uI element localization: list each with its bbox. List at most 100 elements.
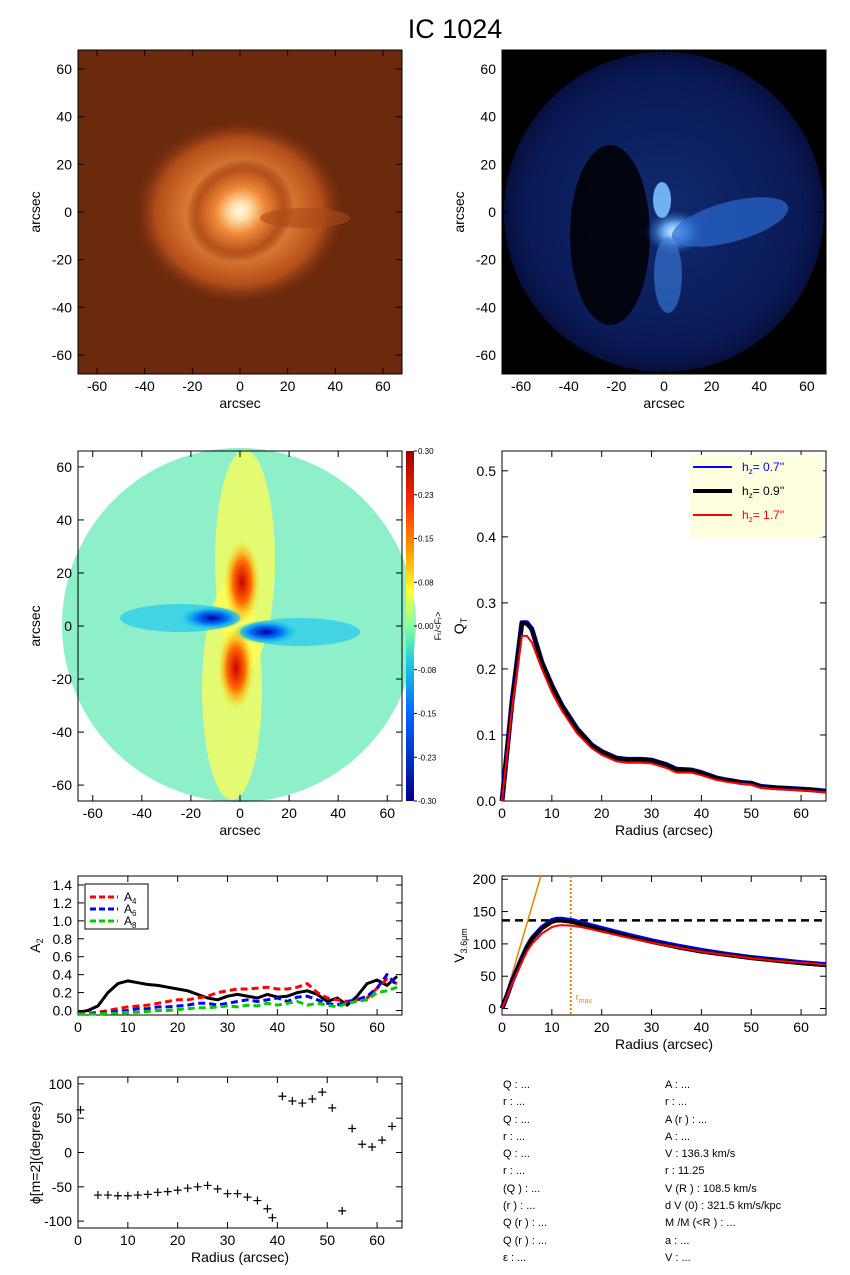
y-axis-subscript: 2 (35, 938, 45, 943)
phase-point (338, 1206, 347, 1215)
y-axis-subscript: T (459, 617, 469, 623)
y-tick-label: -60 (52, 347, 72, 363)
y-tick-label: 20 (56, 565, 72, 581)
y-tick-label: 20 (480, 156, 496, 172)
phase-point (358, 1140, 367, 1149)
x-axis-label: Radius (arcsec) (615, 822, 713, 838)
y-axis-label: arcsec (27, 605, 43, 646)
x-tick-label: 30 (644, 1019, 660, 1035)
x-tick-label: -60 (511, 378, 531, 394)
y-tick-label: 100 (473, 936, 497, 952)
x-tick-label: 0 (236, 378, 244, 394)
colorbar (406, 451, 414, 801)
y-tick-label: 60 (480, 61, 496, 77)
legend-subscript: 4 (132, 897, 137, 906)
qt-series-line (499, 620, 827, 802)
y-tick-label: -60 (476, 347, 496, 363)
qt-plot: 0 10 20 30 40 50 60 0.0 0.1 0.2 0.3 0.4 0.5 Radius (a… (451, 450, 827, 838)
phase-point (253, 1196, 262, 1205)
x-tick-label: 30 (220, 1019, 236, 1035)
info-row: a : ... (665, 1234, 690, 1247)
info-right-column: A : ... r : ... A (r ) : ... A : ... V : 136… (665, 1077, 781, 1267)
x-tick-label: 40 (330, 805, 346, 821)
info-row: Q (r ) : ... (503, 1217, 547, 1230)
y-tick-label: 60 (56, 459, 72, 475)
legend-value: = 0.9'' (753, 484, 785, 498)
info-row: (r ) : ... (503, 1200, 536, 1213)
amplitude-series-line (78, 985, 398, 1016)
y-tick-label: 0 (64, 618, 72, 634)
colorbar-tick-label: 0.23 (418, 491, 434, 500)
phase-point (133, 1191, 142, 1200)
x-tick-label: -60 (83, 805, 103, 821)
axes-frame (501, 875, 827, 1016)
x-tick-label: 40 (694, 805, 710, 821)
y-tick-label: 1.2 (53, 895, 73, 911)
legend-box (690, 455, 823, 537)
y-tick-label: 40 (56, 512, 72, 528)
x-tick-label: 30 (220, 1232, 236, 1248)
rmax-label: rmax (576, 992, 593, 1005)
x-tick-label: 20 (594, 805, 610, 821)
y-tick-label: 100 (49, 1076, 73, 1092)
info-row: r : ... (503, 1130, 525, 1143)
x-tick-label: -40 (132, 805, 152, 821)
legend-value: = 0.7'' (753, 460, 785, 474)
rotation-curve-plot: 0 10 20 30 40 50 60 0 50 100 150 200 Radius (arcsec)… (451, 871, 827, 1052)
heatmap-lobe (234, 620, 298, 644)
heatmap-lobe (218, 626, 254, 710)
x-tick-label: -20 (181, 805, 201, 821)
y-tick-label: 0.4 (53, 967, 73, 983)
y-axis-label: arcsec (451, 191, 467, 232)
y-tick-label: -40 (476, 299, 496, 315)
qt-series-line (500, 620, 827, 802)
amplitude-plot: 0 10 20 30 40 50 600.00.20.40.60.81.01.21.4A2 … (27, 875, 403, 1035)
x-tick-label: 10 (544, 805, 560, 821)
x-tick-label: 20 (280, 378, 296, 394)
legend-label: hz= 1.7'' (742, 508, 784, 524)
phase-point (288, 1097, 297, 1106)
dark-region (570, 145, 650, 325)
info-row: r : ... (503, 1096, 525, 1109)
y-tick-label: 20 (56, 156, 72, 172)
y-tick-label: -60 (52, 777, 72, 793)
info-row: A (r ) : ... (665, 1113, 708, 1126)
x-tick-label: 0 (74, 1019, 82, 1035)
info-row: M /M (<R ) : ... (665, 1217, 736, 1230)
x-axis-label: arcsec (219, 395, 260, 411)
y-tick-label: 50 (56, 1110, 72, 1126)
image-panel-orange: -60 -40 -20 0 20 40 60 -60 -40 -20 0 20 40 60 arcsec ar… (27, 49, 403, 411)
y-axis-label: A2 (27, 938, 45, 952)
y-tick-label: 0 (488, 204, 496, 220)
y-tick-label: 0.4 (477, 529, 497, 545)
x-tick-label: 60 (375, 378, 391, 394)
info-row: (Q ) : ... (503, 1182, 541, 1195)
x-tick-label: 20 (594, 1019, 610, 1035)
x-tick-label: 50 (319, 1019, 335, 1035)
x-tick-label: -40 (135, 378, 155, 394)
qt-series-line (501, 634, 827, 802)
colorbar-tick-label: -0.30 (418, 797, 437, 806)
phase-plot: 0 10 20 30 40 50 60 -100 -50 0 50 100 Radius (arcsec… (27, 1076, 403, 1265)
x-tick-label: 20 (170, 1232, 186, 1248)
rmax-subscript: max (579, 998, 593, 1005)
legend-label: hz= 0.7'' (742, 460, 784, 476)
y-tick-label: 0.5 (477, 463, 497, 479)
phase-point (213, 1184, 222, 1193)
y-tick-label: 0.3 (477, 595, 497, 611)
info-row: ε : ... (503, 1251, 527, 1264)
y-tick-label: 1.0 (53, 913, 73, 929)
rotation-series-line (499, 916, 827, 1010)
galaxy-core (186, 159, 294, 263)
legend-subscript: z (749, 515, 753, 524)
amplitude-series-line (77, 977, 398, 1016)
heatmap-lobe (180, 606, 244, 630)
info-row: r : ... (503, 1165, 525, 1178)
axes-frame (501, 450, 827, 802)
colorbar-label: Fₜ/<Fᵣ> (433, 612, 443, 641)
y-axis-label: arcsec (27, 191, 43, 232)
info-left-column: Q : ... r : ... Q : ... r : ... Q : ... r : .… (503, 1077, 547, 1267)
x-tick-label: 50 (319, 1232, 335, 1248)
y-tick-label: 40 (56, 109, 72, 125)
phase-point (93, 1191, 102, 1200)
